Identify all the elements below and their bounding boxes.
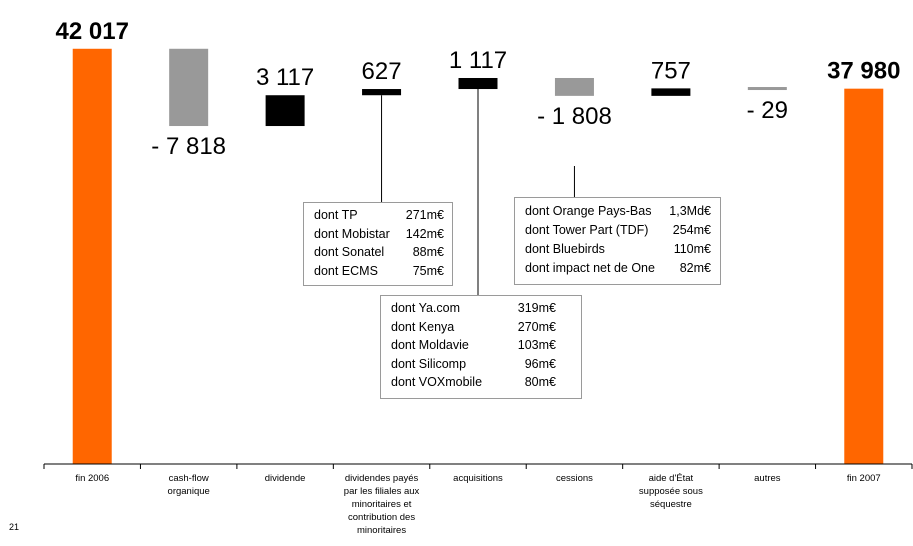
note-label: dont ECMS (314, 263, 378, 278)
note-label: dont Sonatel (314, 245, 385, 259)
category-label-line: minoritaires (357, 525, 406, 536)
bar-6 (651, 88, 691, 96)
category-label-line: séquestre (650, 499, 692, 510)
note-label: dont Tower Part (TDF) (525, 223, 649, 237)
bar-5 (554, 77, 594, 96)
category-label-line: acquisitions (453, 473, 503, 484)
data-label-7: - 29 (747, 97, 788, 124)
note-value: 96m€ (524, 356, 556, 371)
data-label-4: 1 117 (449, 47, 507, 74)
bar-3 (362, 89, 402, 96)
category-label-0: fin 2006 (75, 473, 109, 484)
note-row: dont Sonatel 88m€ (314, 245, 444, 261)
bar-2 (265, 95, 305, 127)
note-label: dont Moldavie (391, 338, 469, 352)
note-label: dont Kenya (391, 319, 455, 334)
data-label-3: 627 (362, 58, 402, 85)
bar-8 (844, 88, 884, 464)
note-row: dont Kenya 270m€ (391, 320, 556, 336)
note-value: 80m€ (524, 375, 556, 389)
category-label-line: par les filiales aux (344, 486, 420, 497)
note-label: dont Ya.com (391, 301, 461, 315)
bar-4 (458, 77, 498, 90)
note-row: dont VOXmobile 80m€ (391, 375, 556, 391)
category-label-line: aide d'État (649, 473, 694, 484)
category-label-3: dividendes payés par les filiales aux mino… (344, 473, 420, 536)
category-label-line: autres (754, 473, 781, 484)
note-label: dont Bluebirds (525, 242, 605, 256)
note-value: 1,3Md€ (669, 204, 711, 218)
category-label-7: autres (754, 473, 781, 484)
category-label-line: fin 2007 (847, 473, 881, 484)
category-label-line: fin 2006 (75, 473, 109, 484)
page-number: 21 (9, 522, 20, 532)
note-label: dont Silicomp (391, 356, 467, 371)
category-label-6: aide d'État supposée sous séquestre (639, 473, 703, 510)
note-value: 270m€ (517, 319, 556, 334)
note-row: dont Mobistar 142m€ (314, 227, 444, 243)
acquisitions-note: dont Ya.com 319m€ dont Kenya 270m€ dont Mold… (380, 295, 582, 399)
data-label-0: 42 017 (56, 18, 129, 45)
note-value: 271m€ (405, 208, 444, 222)
note-label: dont Mobistar (314, 226, 390, 241)
bar-1 (169, 48, 209, 127)
note-row: dont ECMS 75m€ (314, 264, 444, 280)
note-row: dont Ya.com 319m€ (391, 301, 556, 317)
note-label: dont impact net de One (525, 261, 655, 275)
note-label: dont Orange Pays-Bas (525, 204, 652, 218)
note-value: 75m€ (412, 263, 444, 278)
note-row: dont TP 271m€ (314, 208, 444, 224)
category-label-line: dividende (265, 473, 306, 484)
note-row: dont Bluebirds 110m€ (525, 242, 711, 258)
category-label-line: cessions (556, 473, 593, 484)
note-value: 319m€ (517, 301, 556, 315)
data-label-5: - 1 808 (537, 103, 612, 130)
note-row: dont impact net de One 82m€ (525, 261, 711, 277)
category-label-1: cash-flow organique (168, 473, 210, 497)
cessions-note: dont Orange Pays-Bas 1,3Md€ dont Tower Par… (514, 197, 721, 285)
data-label-1: - 7 818 (151, 133, 226, 160)
bar-7 (747, 87, 787, 91)
bar-0 (72, 48, 112, 464)
note-value: 110m€ (673, 242, 711, 256)
data-label-6: 757 (651, 57, 691, 84)
note-label: dont TP (314, 208, 358, 222)
note-row: dont Silicomp 96m€ (391, 357, 556, 373)
category-label-8: fin 2007 (847, 473, 881, 484)
note-row: dont Moldavie 103m€ (391, 338, 556, 354)
category-label-line: organique (168, 486, 210, 497)
category-label-line: cash-flow (169, 473, 209, 484)
note-value: 88m€ (412, 245, 444, 259)
note-value: 82m€ (679, 261, 711, 275)
category-label-line: minoritaires et (352, 499, 412, 510)
category-label-line: dividendes payés (345, 473, 419, 484)
note-value: 142m€ (405, 226, 444, 241)
category-label-2: dividende (265, 473, 306, 484)
note-row: dont Tower Part (TDF) 254m€ (525, 223, 711, 239)
data-label-8: 37 980 (827, 58, 900, 85)
dividendes-filiales-note: dont TP 271m€ dont Mobistar 142m€ dont Sonat… (303, 202, 453, 286)
note-value: 254m€ (672, 223, 711, 237)
note-row: dont Orange Pays-Bas 1,3Md€ (525, 204, 711, 220)
category-label-5: cessions (556, 473, 593, 484)
category-label-line: contribution des (348, 512, 415, 523)
category-label-4: acquisitions (453, 473, 503, 484)
data-label-2: 3 117 (256, 64, 314, 91)
note-value: 103m€ (517, 338, 556, 352)
note-label: dont VOXmobile (391, 375, 483, 389)
category-label-line: supposée sous (639, 486, 703, 497)
